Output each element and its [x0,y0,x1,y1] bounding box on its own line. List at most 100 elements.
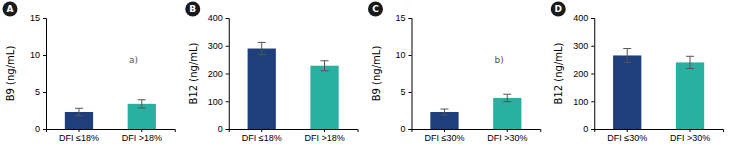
y-tick-mark [591,74,594,75]
error-bar [623,49,631,63]
panel-label: A [3,2,18,17]
x-axis-line [47,130,176,133]
x-tick: DFI >30% [670,129,710,143]
y-tick-label: 5 [35,87,40,97]
bar [676,62,704,129]
panel-label-text: A [7,4,14,14]
y-tick-mark [409,92,412,93]
y-tick-mark [43,92,46,93]
y-tick-mark [226,18,229,19]
y-tick: 200 [208,69,229,79]
y-tick-label: 400 [208,13,223,23]
y-tick: 0 [400,124,411,134]
x-tick-mark [261,129,262,132]
bar [613,55,641,129]
y-tick-label: 200 [208,69,223,79]
panel: 0100200300400DFI ≤18%DFI >18%B12 (ng/mL)… [185,2,358,144]
y-tick-label: 15 [395,13,405,23]
x-tick-label: DFI ≤30% [424,133,464,143]
x-tick-label: DFI >18% [122,133,162,143]
panel-label-text: D [555,4,562,14]
x-axis: DFI ≤30% DFI >30% [412,129,541,143]
x-tick-label: DFI >18% [304,133,344,143]
y-tick-mark [43,18,46,19]
y-axis: 051015 [30,13,47,134]
x-tick: DFI ≤18% [242,129,282,143]
y-tick-label: 15 [30,13,40,23]
x-tick: DFI ≤18% [59,129,99,143]
y-tick-label: 400 [573,13,588,23]
x-tick-label: DFI >30% [670,133,710,143]
x-tick: DFI ≤30% [424,129,464,143]
marks [430,94,521,129]
y-tick-label: 200 [573,69,588,79]
y-tick: 200 [573,69,594,79]
y-tick-label: 300 [208,41,223,51]
annotation: b) [494,55,503,65]
y-tick-label: 5 [400,87,405,97]
y-tick: 15 [30,13,46,23]
y-tick: 0 [35,124,46,134]
y-tick: 300 [208,41,229,51]
x-tick-mark [627,129,628,132]
x-axis: DFI ≤30% DFI >30% [595,129,724,143]
y-axis-line [409,19,413,130]
bar [310,66,338,129]
error-bar [75,108,83,115]
error-bar [321,61,329,71]
y-axis-title: B9 (ng/mL) [5,46,16,102]
figure: 0 5 10 15 DFI ≤18% DFI >18% B9 (ng/mL) a) A 0 100 2… [0,0,731,149]
x-tick-mark [324,129,325,132]
y-tick-label: 0 [35,124,40,134]
y-axis-line [226,19,230,130]
y-tick-mark [226,129,229,130]
y-tick-mark [591,101,594,102]
x-tick-label: DFI ≤18% [242,133,282,143]
panel-label-text: B [189,4,196,14]
x-tick: DFI ≤30% [607,129,647,143]
panel-label-text: C [372,4,379,14]
y-axis-line [591,19,595,130]
y-tick-label: 100 [208,97,223,107]
y-tick: 5 [400,87,411,97]
y-axis-title: B9 (ng/mL) [371,46,382,102]
y-tick-label: 10 [395,50,405,60]
y-tick-mark [409,18,412,19]
y-tick-label: 300 [573,41,588,51]
plot-area: 0 5 10 15 DFI ≤30% DFI >30% B9 (ng/mL) b) [371,13,541,143]
panel-label: D [551,2,566,17]
panel-label-badge [185,2,200,17]
x-axis-line [412,130,541,133]
y-tick: 300 [573,41,594,51]
x-tick-mark [690,129,691,132]
y-tick-mark [409,129,412,130]
plot-area: 0100200300400DFI ≤30%DFI >30%B12 (ng/mL) [553,13,723,143]
error-bar [686,56,694,68]
y-tick-mark [591,18,594,19]
y-tick: 400 [573,13,594,23]
error-bar [138,100,146,108]
x-axis-line [595,130,724,133]
x-tick-mark [141,129,142,132]
plot-area: 0100200300400DFI ≤18%DFI >18%B12 (ng/mL) [188,13,358,143]
panel-label-badge [551,2,566,17]
panel: 0100200300400DFI ≤30%DFI >30%B12 (ng/mL)… [551,2,724,144]
y-tick-label: 0 [583,124,588,134]
x-tick: DFI >18% [304,129,344,143]
y-tick-mark [409,55,412,56]
y-axis: 0 100 200 300 400 [208,13,230,134]
x-tick-mark [444,129,445,132]
y-tick: 100 [208,97,229,107]
y-tick-label: 100 [573,97,588,107]
panel: 051015DFI ≤18%DFI >18%B9 (ng/mL)a)A [3,2,176,144]
x-axis: DFI ≤18% DFI >18% [47,129,176,143]
y-axis-line [43,19,47,130]
annotation: a) [129,55,138,65]
y-tick-label: 0 [400,124,405,134]
y-axis: 0 100 200 300 400 [573,13,595,134]
y-tick-label: 0 [218,124,223,134]
error-bar [440,109,448,115]
y-tick-mark [43,129,46,130]
marks [65,100,156,129]
x-tick: DFI >30% [487,129,527,143]
